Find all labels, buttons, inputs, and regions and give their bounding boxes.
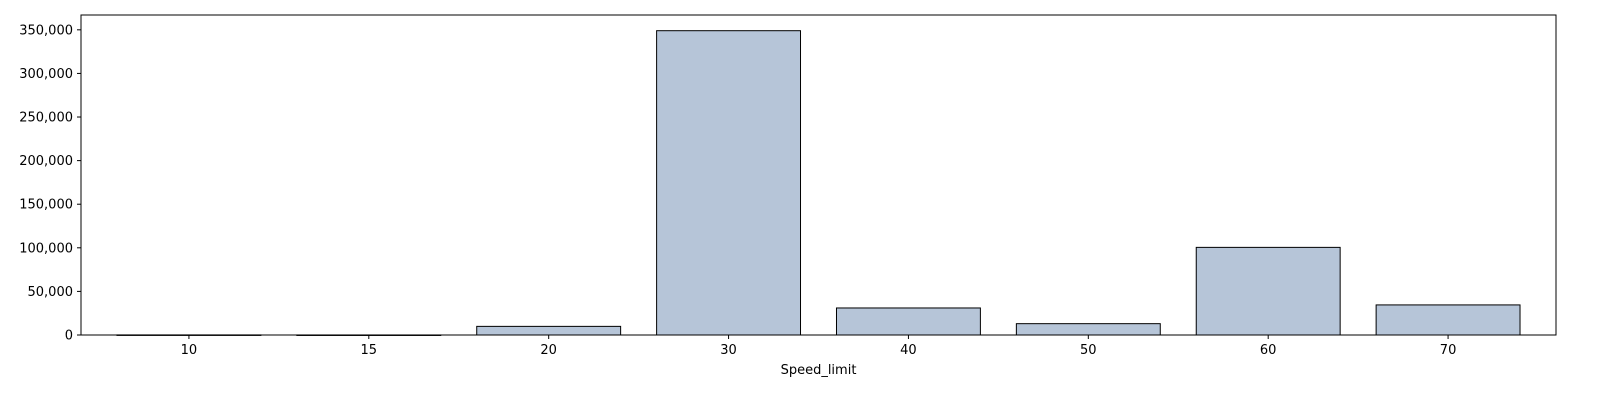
x-tick-label: 15	[361, 343, 378, 358]
x-tick-label: 10	[181, 343, 198, 358]
x-tick-label: 30	[720, 343, 737, 358]
y-tick-label: 0	[65, 329, 73, 344]
bar-70	[1375, 304, 1521, 336]
x-axis-label: Speed_limit	[781, 363, 857, 378]
y-tick-label: 150,000	[19, 198, 73, 213]
bar-60	[1195, 246, 1341, 336]
x-tick-label: 70	[1440, 343, 1457, 358]
y-tick-label: 100,000	[19, 241, 73, 256]
x-tick-label: 60	[1260, 343, 1277, 358]
x-axis: 10 15 20 30 40 50 60 70	[181, 335, 1457, 358]
y-tick-label: 50,000	[28, 285, 74, 300]
x-tick-label: 40	[900, 343, 917, 358]
bar-20	[476, 325, 622, 336]
y-axis: 0 50,000 100,000 150,000 200,000 250,000 300,0…	[19, 23, 81, 344]
bar-30	[656, 30, 802, 336]
bars-group	[116, 30, 1521, 336]
bar-50	[1015, 323, 1161, 336]
x-tick-label: 50	[1080, 343, 1097, 358]
y-tick-label: 300,000	[19, 67, 73, 82]
y-tick-label: 250,000	[19, 111, 73, 126]
plot-area-frame	[80, 14, 1557, 336]
x-tick-label: 20	[540, 343, 557, 358]
y-tick-label: 350,000	[19, 23, 73, 38]
y-tick-label: 200,000	[19, 154, 73, 169]
bar-40	[835, 307, 981, 336]
